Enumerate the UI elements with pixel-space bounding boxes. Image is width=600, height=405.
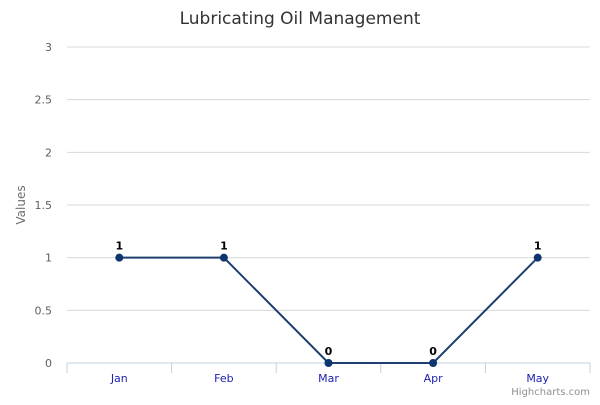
data-label: 0: [429, 345, 437, 358]
grid-lines: [67, 46, 590, 311]
series: [115, 253, 542, 367]
y-tick-label: 0.5: [35, 304, 53, 317]
data-point[interactable]: [219, 253, 228, 262]
credits-link[interactable]: Highcharts.com: [511, 387, 590, 398]
data-point[interactable]: [429, 359, 438, 367]
data-label: 1: [220, 240, 228, 253]
data-label: 1: [534, 240, 542, 253]
data-label: 0: [325, 345, 333, 358]
y-tick-label: 1.5: [35, 199, 53, 212]
y-tick-label: 1: [45, 252, 52, 265]
y-tick-label: 2: [45, 146, 52, 159]
data-point[interactable]: [324, 359, 333, 367]
x-tick-label: Jan: [110, 372, 128, 385]
y-tick-label: 3: [45, 41, 52, 54]
y-tick-label: 0: [45, 357, 52, 370]
data-point[interactable]: [533, 253, 542, 262]
y-tick-label: 2.5: [35, 94, 53, 107]
y-axis-ticks: 0 0.5 1 1.5 2 2.5 3: [35, 41, 53, 370]
y-axis-label: Values: [14, 185, 28, 224]
x-tick-label: Apr: [424, 372, 444, 385]
data-label: 1: [115, 240, 123, 253]
data-labels: 1 1 0 0 1: [115, 240, 541, 358]
x-tick-label: May: [526, 372, 549, 385]
x-tick-label: Feb: [214, 372, 233, 385]
chart-title: Lubricating Oil Management: [180, 9, 421, 29]
x-tick-label: Mar: [318, 372, 339, 385]
data-point[interactable]: [115, 253, 124, 262]
x-axis-ticks: Jan Feb Mar Apr May: [110, 372, 550, 385]
